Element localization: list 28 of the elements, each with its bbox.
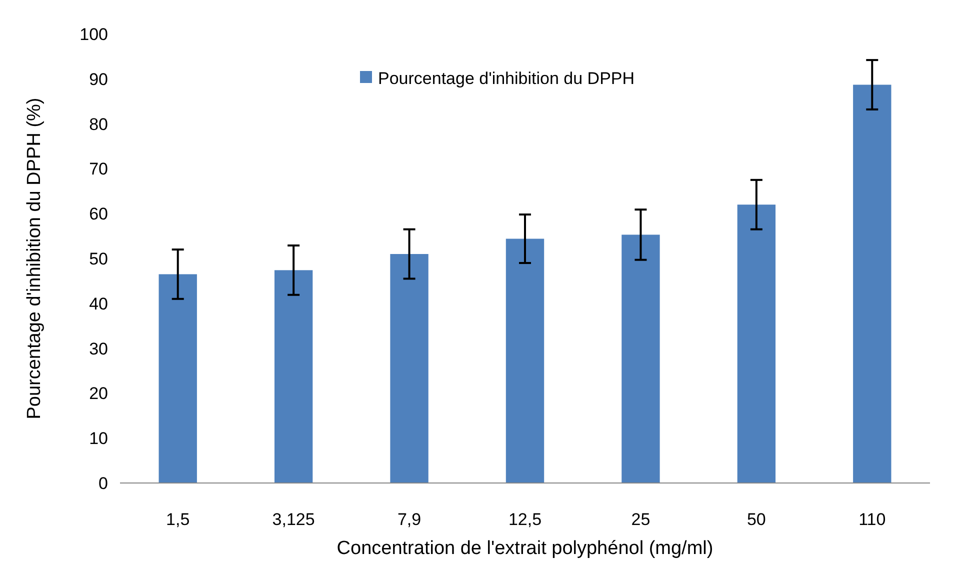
x-tick-label: 110 xyxy=(858,510,886,529)
y-tick-label: 70 xyxy=(89,160,108,179)
y-tick-label: 0 xyxy=(98,474,108,493)
bar xyxy=(853,84,892,483)
y-tick-label: 100 xyxy=(80,24,108,44)
bar xyxy=(390,254,428,483)
bar xyxy=(737,204,776,483)
y-tick-label: 80 xyxy=(89,114,108,134)
x-tick-label: 25 xyxy=(631,510,650,529)
bar xyxy=(506,238,544,483)
y-axis-title: Pourcentage d'inhibition du DPPH (%) xyxy=(24,98,45,420)
bar xyxy=(274,270,313,483)
y-tick-label: 10 xyxy=(89,429,108,448)
bar xyxy=(622,234,660,483)
y-tick-label: 90 xyxy=(89,70,108,89)
x-tick-label: 7,9 xyxy=(397,510,422,529)
bar xyxy=(158,274,197,483)
x-tick-label: 1,5 xyxy=(166,510,190,529)
y-tick-label: 20 xyxy=(89,384,108,404)
x-tick-label: 12,5 xyxy=(508,510,542,529)
y-tick-label: 30 xyxy=(89,339,108,358)
legend-label: Pourcentage d'inhibition du DPPH xyxy=(378,68,635,88)
y-tick-label: 60 xyxy=(89,204,108,224)
x-tick-label: 50 xyxy=(746,510,766,529)
x-axis-title: Concentration de l'extrait polyphénol (mg/ml) xyxy=(336,538,714,559)
y-tick-label: 40 xyxy=(89,294,108,314)
x-tick-label: 3,125 xyxy=(272,510,315,529)
y-tick-label: 50 xyxy=(89,249,108,268)
